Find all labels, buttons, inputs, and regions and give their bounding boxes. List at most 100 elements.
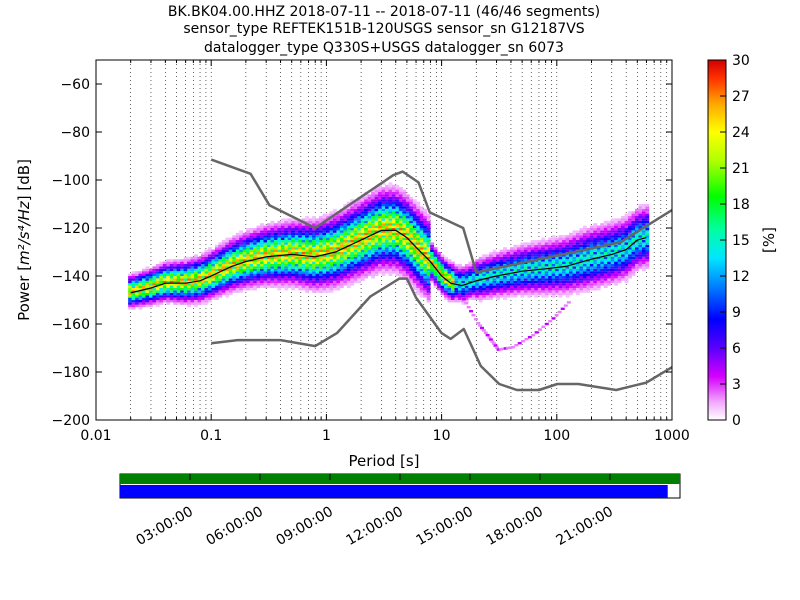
heatmap-cell <box>551 280 556 284</box>
heatmap-cell <box>207 266 212 269</box>
heatmap-cell <box>641 218 646 221</box>
heatmap-cell <box>308 230 313 233</box>
heatmap-cell <box>131 283 136 286</box>
heatmap-cell <box>326 230 330 233</box>
heatmap-cell <box>437 256 441 260</box>
heatmap-cell <box>194 285 198 288</box>
heatmap-cell <box>169 271 174 274</box>
heatmap-cell <box>617 230 622 233</box>
heatmap-cell <box>371 240 376 243</box>
heatmap-cell <box>228 249 233 252</box>
heatmap-cell <box>207 247 212 250</box>
heatmap-cell <box>645 228 650 231</box>
heatmap-cell <box>378 201 382 204</box>
heatmap-cell <box>541 249 546 252</box>
heatmap-cell <box>388 204 393 207</box>
heatmap-cell <box>326 290 330 293</box>
heatmap-cell <box>364 244 369 248</box>
heatmap-cell <box>430 271 435 274</box>
heatmap-cell <box>582 261 587 264</box>
heatmap-cell <box>513 252 518 255</box>
heatmap-cell <box>301 273 306 276</box>
heatmap-cell <box>221 242 226 245</box>
heatmap-cell <box>457 266 462 269</box>
heatmap-cell <box>575 285 580 288</box>
heatmap-cell <box>301 249 306 252</box>
heatmap-cell <box>256 264 261 267</box>
heatmap-cell <box>464 268 469 272</box>
heatmap-cell <box>294 283 299 286</box>
heatmap-cell <box>319 242 323 245</box>
heatmap-cell <box>555 283 560 286</box>
heatmap-cell <box>569 240 573 243</box>
heatmap-cell <box>391 225 396 228</box>
heatmap-cell <box>214 295 219 298</box>
heatmap-cell <box>395 264 400 267</box>
heatmap-cell <box>385 213 389 216</box>
heatmap-cell <box>395 244 400 248</box>
heatmap-cell <box>246 280 251 284</box>
heatmap-cell <box>353 266 358 269</box>
heatmap-cell <box>551 244 556 248</box>
heatmap-cell <box>256 254 261 257</box>
heatmap-cell <box>631 228 636 231</box>
heatmap-cell <box>232 290 237 293</box>
timeline-tick-label: 18:00:00 <box>484 504 546 549</box>
heatmap-cell <box>388 244 393 248</box>
heatmap-cell <box>416 247 421 250</box>
heatmap-cell <box>364 240 369 243</box>
heatmap-cell <box>565 280 570 284</box>
heatmap-cell <box>621 223 625 226</box>
heatmap-cell <box>607 240 612 243</box>
heatmap-cell <box>395 240 400 243</box>
heatmap-cell <box>398 218 403 221</box>
heatmap-cell <box>367 220 372 224</box>
heatmap-cell <box>253 249 257 252</box>
heatmap-cell <box>235 264 240 267</box>
heatmap-cell <box>569 237 573 240</box>
heatmap-cell <box>173 273 178 276</box>
heatmap-cell <box>412 278 417 281</box>
heatmap-cell <box>416 292 421 296</box>
heatmap-cell <box>367 247 372 250</box>
heatmap-cell <box>315 254 320 257</box>
heatmap-cell <box>201 288 205 291</box>
heatmap-cell <box>617 252 622 255</box>
heatmap-cell <box>322 264 327 267</box>
heatmap-cell <box>194 256 198 260</box>
heatmap-cell <box>357 254 362 257</box>
heatmap-cell <box>454 285 459 288</box>
heatmap-cell <box>280 278 285 281</box>
heatmap-cell <box>589 237 594 240</box>
heatmap-cell <box>645 266 650 269</box>
heatmap-cell <box>346 264 351 267</box>
heatmap-cell <box>239 280 244 284</box>
heatmap-cell <box>367 223 372 226</box>
heatmap-cell <box>478 283 483 286</box>
heatmap-cell <box>503 256 507 260</box>
heatmap-cell <box>586 280 591 284</box>
heatmap-cell <box>398 223 403 226</box>
heatmap-cell <box>562 285 566 288</box>
heatmap-cell <box>589 273 594 276</box>
heatmap-cell <box>464 276 469 279</box>
heatmap-cell <box>277 261 282 264</box>
heatmap-cell <box>596 273 601 276</box>
heatmap-cell <box>579 280 584 284</box>
heatmap-cell <box>242 232 247 236</box>
heatmap-cell <box>197 300 202 303</box>
heatmap-cell <box>225 292 230 296</box>
heatmap-cell <box>249 249 254 252</box>
heatmap-cell <box>534 276 539 279</box>
heatmap-cell <box>260 254 264 257</box>
heatmap-cell <box>499 283 504 286</box>
heatmap-cell <box>506 346 511 350</box>
heatmap-cell <box>298 276 303 279</box>
heatmap-cell <box>183 283 188 286</box>
heatmap-cell <box>624 242 629 245</box>
heatmap-cell <box>489 266 494 269</box>
timeline-bottom-bar <box>120 485 668 498</box>
heatmap-cell <box>516 285 521 288</box>
heatmap-cell <box>298 232 303 236</box>
heatmap-cell <box>315 232 320 236</box>
